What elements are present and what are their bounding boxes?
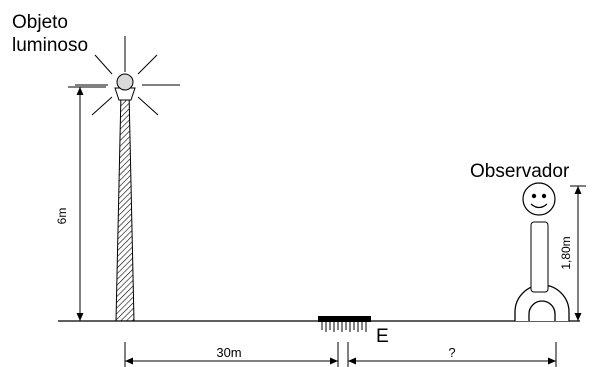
observer-figure <box>514 221 570 321</box>
distance-dimension-left <box>124 342 339 367</box>
observer-height-label: 1,80m <box>559 236 573 269</box>
distance-label-unknown: ? <box>448 345 455 360</box>
object-label-line1: Objeto <box>12 12 68 33</box>
distance-label-30m: 30m <box>216 345 241 360</box>
lamp-bulb <box>116 73 134 91</box>
mirror <box>318 316 371 322</box>
mirror-label: E <box>376 326 389 347</box>
lamp-height-label: 6m <box>55 208 69 225</box>
lamp-height-dimension <box>68 86 106 321</box>
object-label-line2: luminoso <box>12 35 88 56</box>
observer-head <box>522 182 556 216</box>
observer-height-dimension <box>570 185 586 321</box>
lamp-post <box>115 91 135 322</box>
distance-dimension-right <box>347 342 557 367</box>
observer-label: Observador <box>470 161 570 182</box>
light-rays <box>75 36 180 116</box>
mirror-hatching <box>321 322 367 332</box>
